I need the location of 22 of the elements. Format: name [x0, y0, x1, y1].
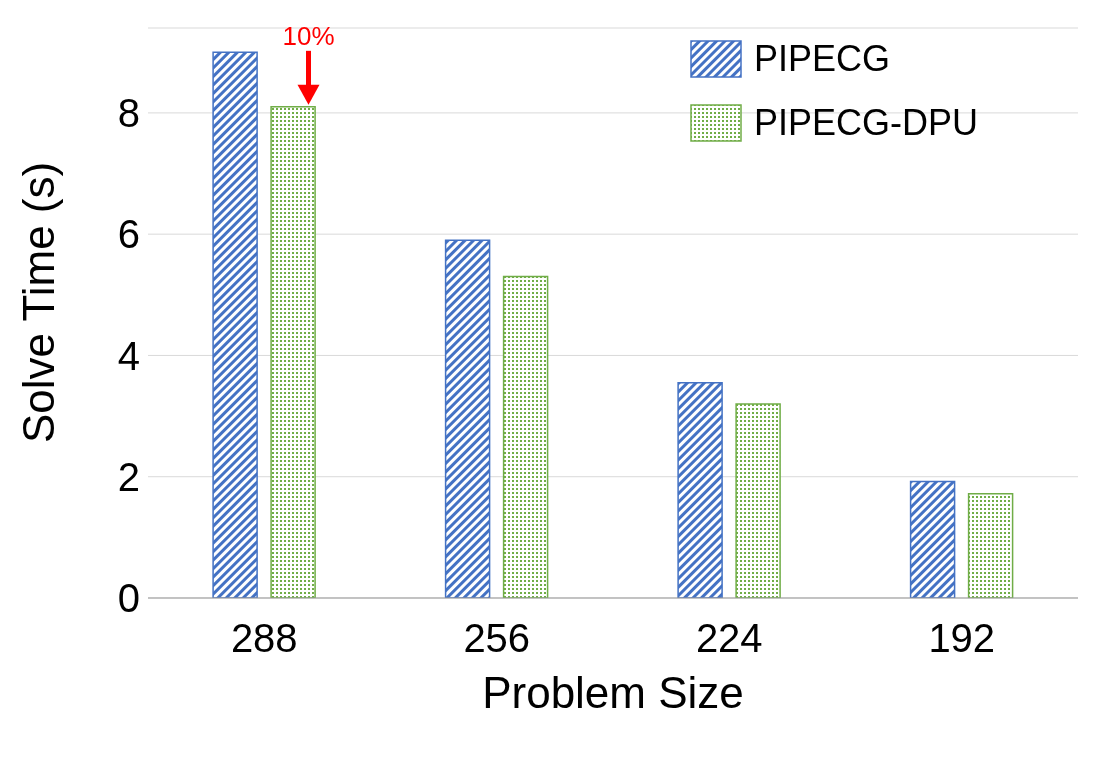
bar	[270, 106, 316, 598]
y-tick-label: 0	[117, 576, 140, 621]
x-tick-label: 192	[928, 616, 996, 661]
legend-label: PIPECG-DPU	[753, 102, 978, 144]
bar	[967, 492, 1014, 598]
y-tick-label: 2	[117, 454, 140, 499]
x-tick-label: 256	[463, 616, 531, 661]
x-axis-title: Problem Size	[482, 668, 744, 717]
bar	[444, 239, 491, 598]
annotation: 10%	[282, 20, 335, 51]
bar	[212, 51, 258, 598]
y-axis-title: Solve Time (s)	[13, 161, 63, 443]
bar	[502, 275, 549, 598]
bar	[735, 403, 781, 598]
y-tick-label: 6	[117, 212, 140, 257]
legend-label: PIPECG	[753, 38, 890, 80]
x-tick-label: 288	[230, 616, 298, 661]
bar	[909, 480, 956, 598]
y-tick-label: 4	[117, 333, 140, 378]
bar	[677, 381, 723, 598]
y-tick-label: 8	[117, 91, 140, 136]
x-tick-label: 224	[695, 616, 763, 661]
